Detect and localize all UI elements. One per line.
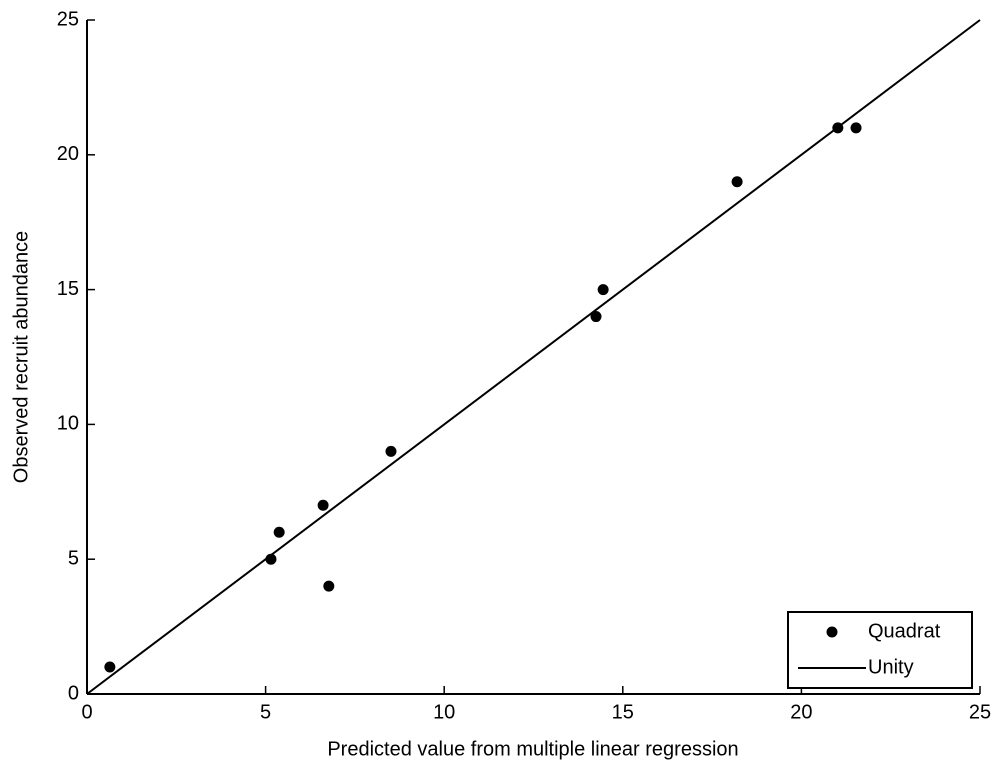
data-point — [385, 445, 397, 457]
legend-box — [787, 611, 973, 689]
legend-label: Quadrat — [868, 620, 941, 642]
x-axis-label: Predicted value from multiple linear reg… — [327, 738, 738, 760]
data-point — [104, 661, 116, 673]
x-tick-label: 5 — [260, 701, 271, 723]
x-tick-label: 20 — [790, 701, 812, 723]
y-tick-label: 25 — [57, 8, 79, 30]
y-tick-label: 15 — [57, 278, 79, 300]
data-point — [731, 176, 743, 188]
data-point — [590, 311, 602, 323]
y-tick-label: 10 — [57, 413, 79, 435]
data-point — [323, 580, 335, 592]
y-tick-label: 0 — [68, 682, 79, 704]
data-point — [597, 284, 609, 296]
x-tick-label: 15 — [612, 701, 634, 723]
y-axis-label: Observed recruit abundance — [10, 231, 32, 483]
unity-line — [86, 19, 981, 695]
y-tick-label: 5 — [68, 547, 79, 569]
legend-label: Unity — [868, 656, 914, 678]
data-point — [850, 122, 862, 134]
x-tick-label: 0 — [81, 701, 92, 723]
data-point — [273, 526, 285, 538]
y-tick-label: 20 — [57, 143, 79, 165]
x-tick-label: 10 — [433, 701, 455, 723]
legend-marker — [826, 626, 838, 638]
data-point — [317, 499, 329, 511]
x-tick-label: 25 — [969, 701, 991, 723]
